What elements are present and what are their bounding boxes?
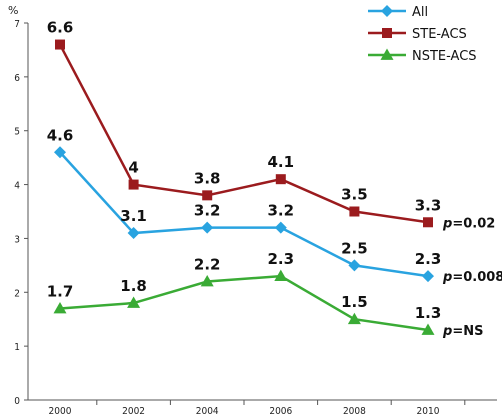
x-tick-label: 2008 — [343, 406, 366, 417]
data-point-all — [127, 227, 140, 240]
legend-marker-nste-acs — [380, 48, 394, 60]
p-value-nste-acs: p=NS — [442, 324, 483, 339]
data-point-ste-acs — [349, 206, 360, 217]
data-label: 3.8 — [194, 169, 221, 187]
data-point-ste-acs — [55, 39, 65, 50]
data-label: 3.2 — [268, 202, 295, 220]
data-point-all — [422, 270, 434, 283]
data-point-nste-acs — [274, 269, 288, 282]
p-value: =0.02 — [452, 216, 495, 231]
data-label: 3.5 — [341, 186, 368, 204]
data-label: 1.8 — [120, 277, 147, 295]
p-value: =0.008 — [452, 270, 502, 285]
legend-marker-all — [381, 5, 393, 17]
p-value-all: p=0.008 — [442, 270, 502, 285]
data-point-ste-acs — [275, 174, 286, 185]
p-value: =NS — [452, 324, 483, 339]
x-tick-label: 2006 — [269, 406, 292, 417]
x-tick-label: 2002 — [122, 406, 145, 417]
data-point-all — [274, 221, 287, 234]
data-label: 4.6 — [47, 126, 74, 144]
y-tick-labels: 0 1 2 3 4 5 6 7 — [14, 19, 28, 407]
data-label: 3.1 — [120, 207, 147, 225]
data-point-nste-acs — [200, 275, 214, 287]
series-line-nste-acs — [59, 274, 429, 332]
p-value-ste-acs: p=0.02 — [442, 216, 495, 231]
legend-label-nste-acs: NSTE-ACS — [412, 49, 477, 64]
data-point-ste-acs — [423, 217, 433, 228]
data-label: 3.2 — [194, 202, 221, 220]
data-point-all — [54, 146, 66, 159]
x-tick-labels: 2000 2002 2004 2006 2008 2010 — [49, 400, 466, 417]
x-tick-label: 2010 — [417, 406, 440, 417]
chart-axes — [27, 23, 497, 401]
data-labels: 4.6 3.1 3.2 3.2 2.5 2.3 6.6 4 3.8 4.1 3.5 3.3 1.7 1.8… — [47, 19, 442, 322]
p-symbol: p — [442, 270, 452, 285]
data-label: 3.3 — [415, 196, 442, 214]
y-tick-label: 6 — [14, 73, 20, 84]
data-point-all — [201, 221, 214, 234]
legend-label-all: All — [412, 5, 428, 20]
data-point-nste-acs — [421, 323, 435, 335]
legend-marker-ste-acs — [382, 28, 392, 38]
y-tick-label: 7 — [14, 19, 20, 30]
x-tick-label: 2000 — [49, 406, 72, 417]
data-label: 4.1 — [268, 153, 295, 171]
data-point-ste-acs — [128, 179, 139, 190]
chart-legend: All STE-ACS NSTE-ACS — [368, 5, 477, 64]
series-line-all — [59, 151, 429, 278]
y-tick-label: 3 — [14, 234, 20, 245]
y-tick-label: 5 — [14, 127, 20, 138]
data-point-ste-acs — [202, 190, 213, 201]
series-lines — [58, 43, 429, 332]
y-tick-label: 2 — [14, 288, 20, 299]
y-tick-label: 0 — [14, 396, 20, 407]
p-symbol: p — [442, 324, 452, 339]
x-tick-label: 2004 — [196, 406, 219, 417]
legend-label-ste-acs: STE-ACS — [412, 27, 467, 42]
data-label: 2.5 — [341, 239, 368, 257]
series-markers — [53, 39, 435, 335]
data-point-nste-acs — [53, 301, 67, 314]
data-label: 2.3 — [415, 250, 442, 268]
data-label: 1.3 — [415, 304, 442, 322]
data-point-all — [348, 259, 361, 272]
y-tick-label: 1 — [14, 342, 20, 353]
series-line-ste-acs — [58, 43, 429, 224]
data-label: 4 — [128, 159, 138, 177]
y-tick-label: 4 — [14, 181, 20, 192]
data-label: 2.3 — [268, 250, 295, 268]
data-point-nste-acs — [347, 312, 361, 325]
data-point-nste-acs — [127, 296, 141, 308]
data-label: 1.5 — [341, 293, 368, 311]
y-axis-unit-label: % — [8, 4, 18, 17]
p-symbol: p — [442, 216, 452, 231]
data-label: 6.6 — [47, 19, 74, 37]
data-label: 2.2 — [194, 256, 221, 274]
data-label: 1.7 — [47, 282, 74, 300]
